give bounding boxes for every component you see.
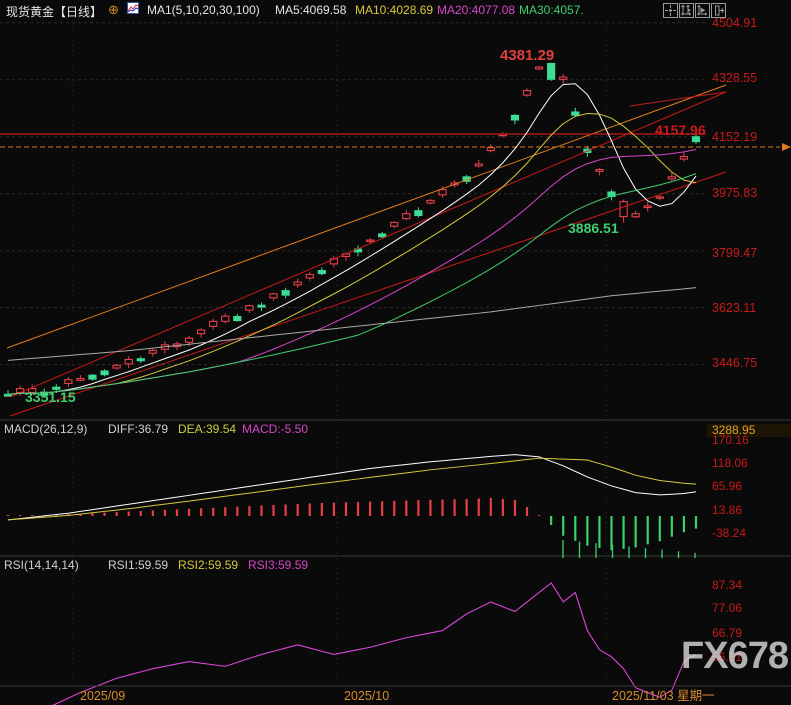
svg-text:3446.75: 3446.75: [712, 356, 757, 370]
svg-text:3886.51: 3886.51: [568, 220, 619, 236]
svg-text:MACD:-5.50: MACD:-5.50: [242, 422, 308, 436]
svg-text:RSI3:59.59: RSI3:59.59: [248, 558, 308, 572]
svg-text:MACD(26,12,9): MACD(26,12,9): [4, 422, 87, 436]
svg-text:4152.19: 4152.19: [712, 130, 757, 144]
svg-text:-38.24: -38.24: [712, 526, 746, 540]
svg-text:FX678: FX678: [681, 635, 788, 677]
svg-text:2025/09: 2025/09: [80, 689, 125, 703]
svg-text:118.06: 118.06: [712, 456, 748, 470]
svg-text:2025/10: 2025/10: [344, 689, 389, 703]
svg-text:13.86: 13.86: [712, 503, 742, 517]
svg-text:3799.47: 3799.47: [712, 246, 757, 260]
svg-text:4157.96: 4157.96: [655, 122, 706, 138]
svg-text:3623.11: 3623.11: [712, 301, 756, 315]
svg-text:65.96: 65.96: [712, 479, 742, 493]
svg-text:2025/11/03 星期一: 2025/11/03 星期一: [612, 689, 715, 703]
svg-text:DIFF:36.79: DIFF:36.79: [108, 422, 168, 436]
svg-text:87.34: 87.34: [712, 578, 742, 592]
svg-text:170.16: 170.16: [712, 433, 749, 447]
svg-text:RSI2:59.59: RSI2:59.59: [178, 558, 238, 572]
svg-text:RSI1:59.59: RSI1:59.59: [108, 558, 168, 572]
svg-text:DEA:39.54: DEA:39.54: [178, 422, 236, 436]
svg-text:4328.55: 4328.55: [712, 71, 757, 85]
svg-text:77.06: 77.06: [712, 601, 742, 615]
svg-text:RSI(14,14,14): RSI(14,14,14): [4, 558, 79, 572]
svg-text:3975.83: 3975.83: [712, 186, 757, 200]
svg-text:4381.29: 4381.29: [500, 47, 554, 64]
svg-text:3351.15: 3351.15: [25, 389, 76, 405]
